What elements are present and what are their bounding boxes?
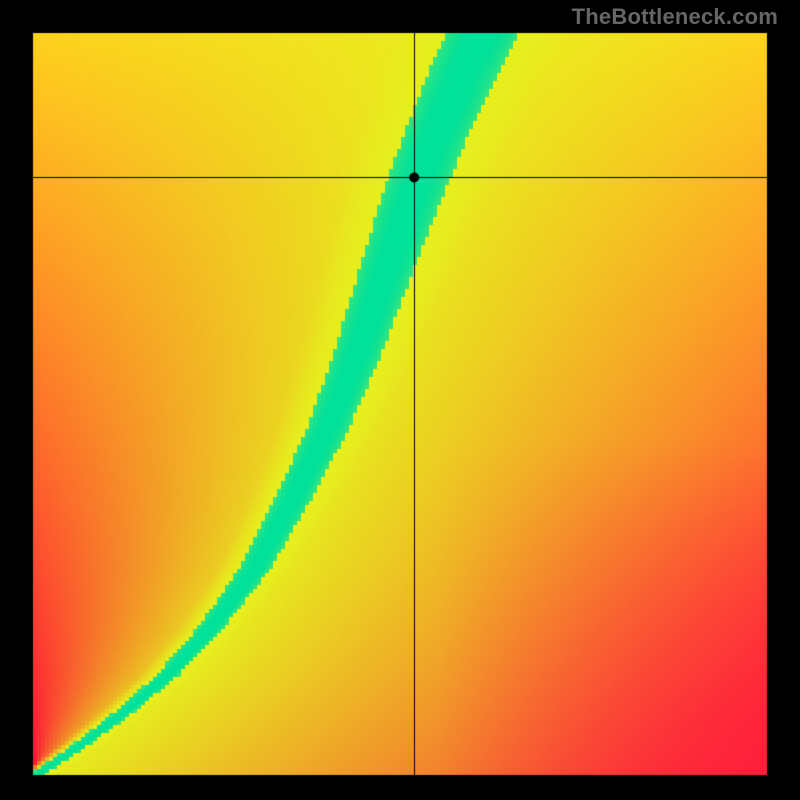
watermark-text: TheBottleneck.com bbox=[572, 4, 778, 30]
bottleneck-heatmap bbox=[0, 0, 800, 800]
